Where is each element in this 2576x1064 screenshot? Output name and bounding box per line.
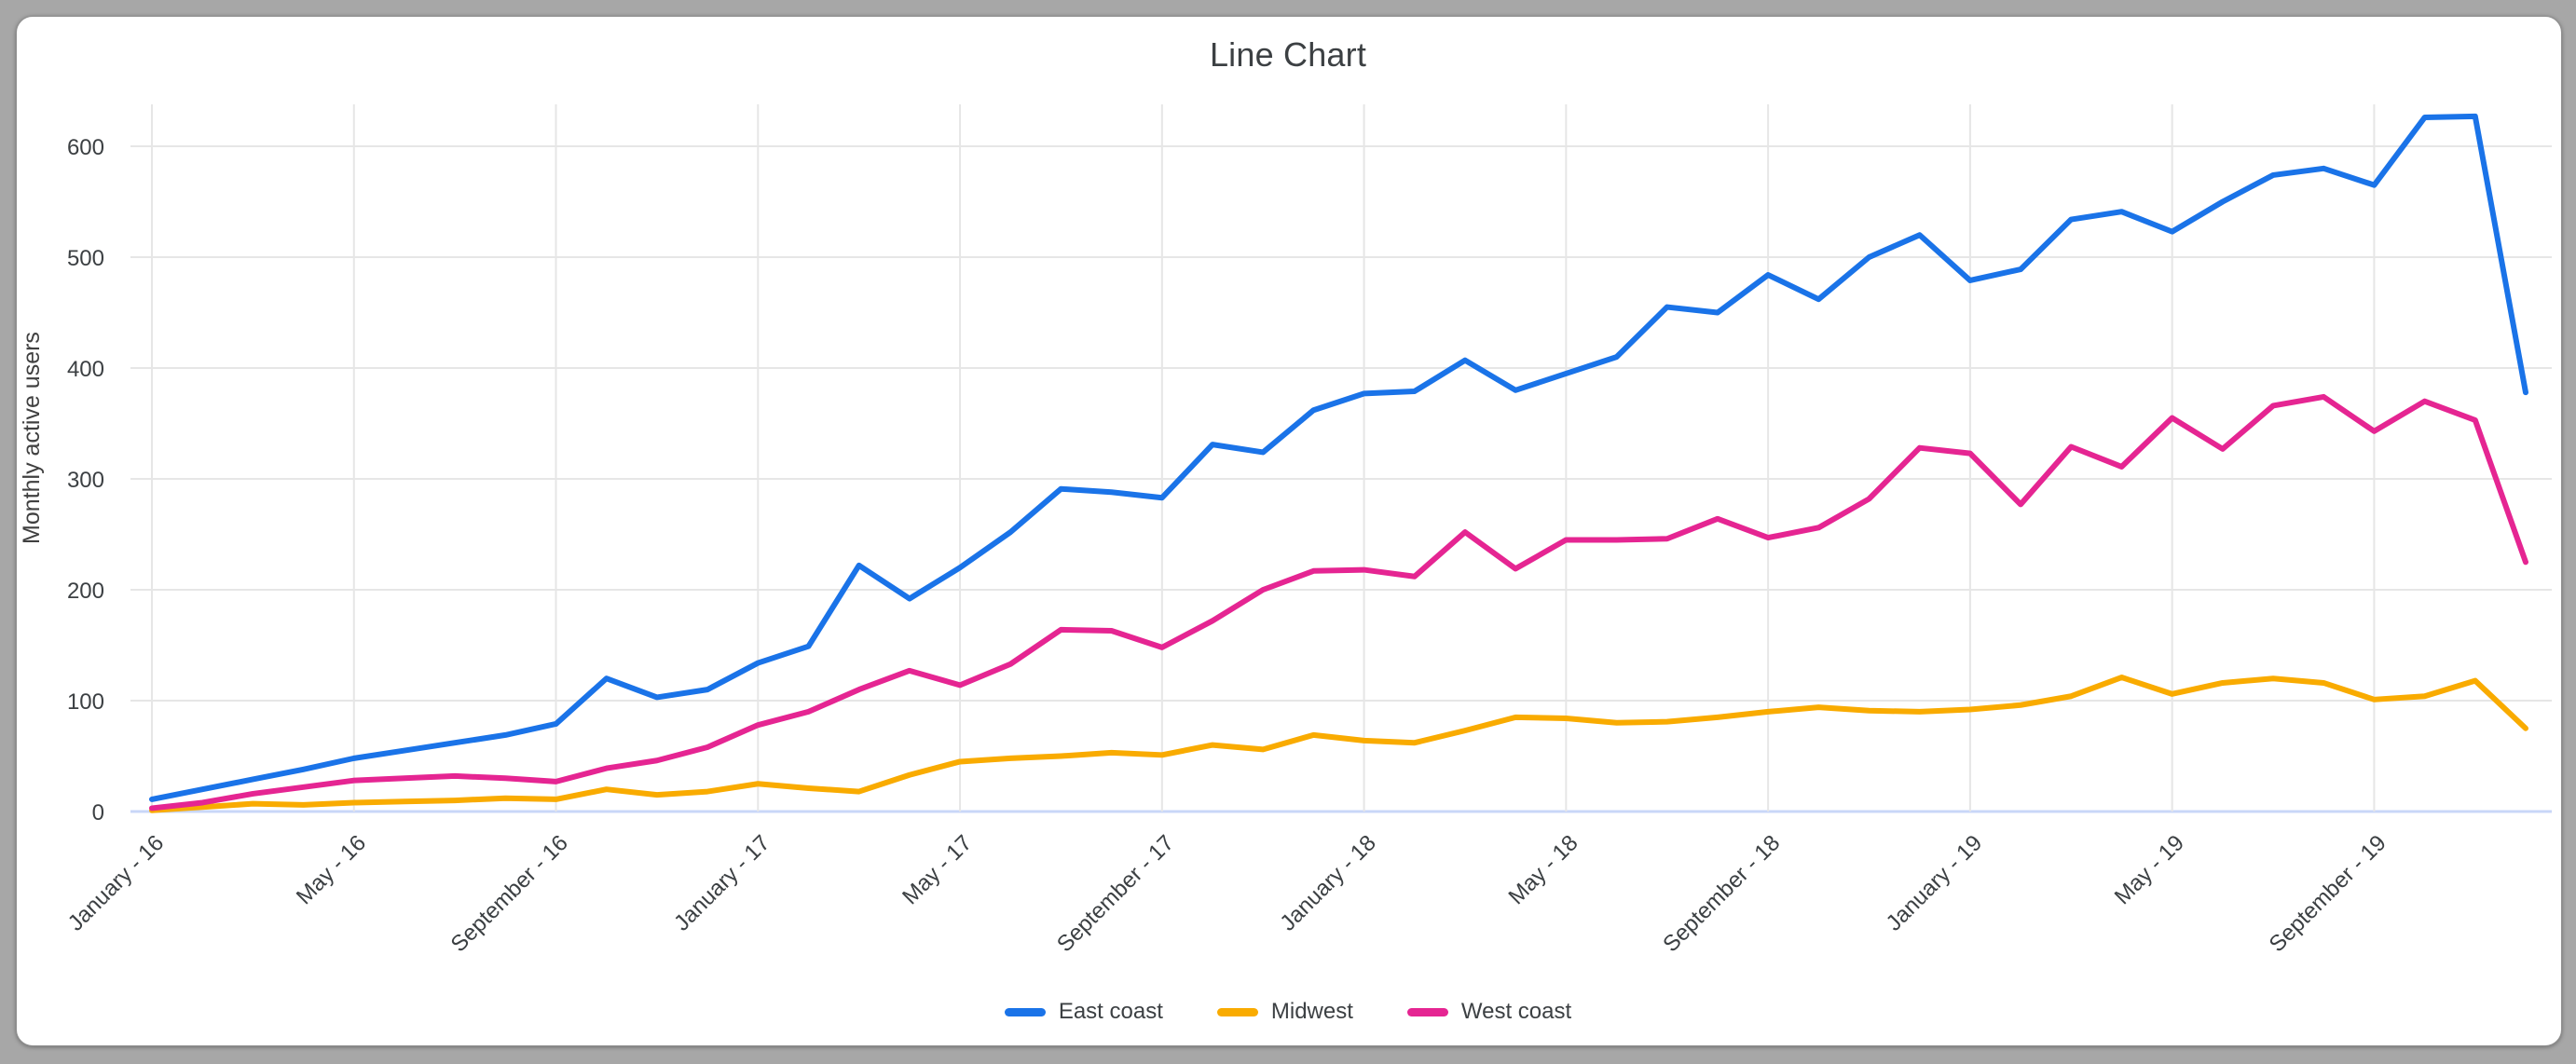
legend-label: East coast (1058, 999, 1163, 1024)
y-tick-label: 600 (67, 135, 104, 160)
y-tick-label: 200 (67, 579, 104, 604)
x-tick-label: September - 18 (1658, 830, 1785, 957)
legend-marker-midwest (1216, 1007, 1258, 1016)
chart-title: Line Chart (1209, 35, 1367, 74)
chart-legend: East coast Midwest West coast (0, 999, 2576, 1025)
x-tick-label: January - 19 (1882, 830, 1987, 935)
y-axis-title: Monthly active users (19, 332, 45, 544)
y-tick-label: 300 (67, 468, 104, 493)
series-line-west-coast[interactable] (149, 393, 2528, 812)
legend-marker-west-coast (1406, 1007, 1448, 1016)
x-tick-label: May - 18 (1503, 830, 1583, 909)
x-tick-label: January - 18 (1275, 830, 1380, 935)
x-tick-label: September - 16 (446, 830, 573, 957)
x-tick-label: January - 17 (669, 830, 774, 935)
legend-item-west-coast[interactable]: West coast (1406, 999, 1572, 1025)
chart-card (16, 16, 2562, 1046)
x-tick-label: May - 16 (292, 830, 371, 909)
x-tick-label: September - 19 (2265, 830, 2391, 957)
y-tick-label: 0 (92, 800, 104, 825)
legend-label: West coast (1460, 999, 1572, 1024)
legend-item-east-coast[interactable]: East coast (1004, 999, 1163, 1025)
legend-item-midwest[interactable]: Midwest (1216, 999, 1353, 1025)
y-tick-label: 400 (67, 357, 104, 382)
x-tick-label: January - 16 (63, 830, 169, 935)
legend-marker-east-coast (1004, 1007, 1046, 1016)
x-tick-label: September - 17 (1052, 830, 1179, 957)
legend-label: Midwest (1270, 999, 1353, 1024)
x-tick-label: May - 19 (2110, 830, 2189, 909)
y-tick-label: 100 (67, 689, 104, 715)
series-line-midwest[interactable] (149, 675, 2528, 813)
series-line-east-coast[interactable] (149, 113, 2528, 802)
x-tick-label: May - 17 (897, 830, 977, 909)
y-tick-label: 500 (67, 246, 104, 271)
